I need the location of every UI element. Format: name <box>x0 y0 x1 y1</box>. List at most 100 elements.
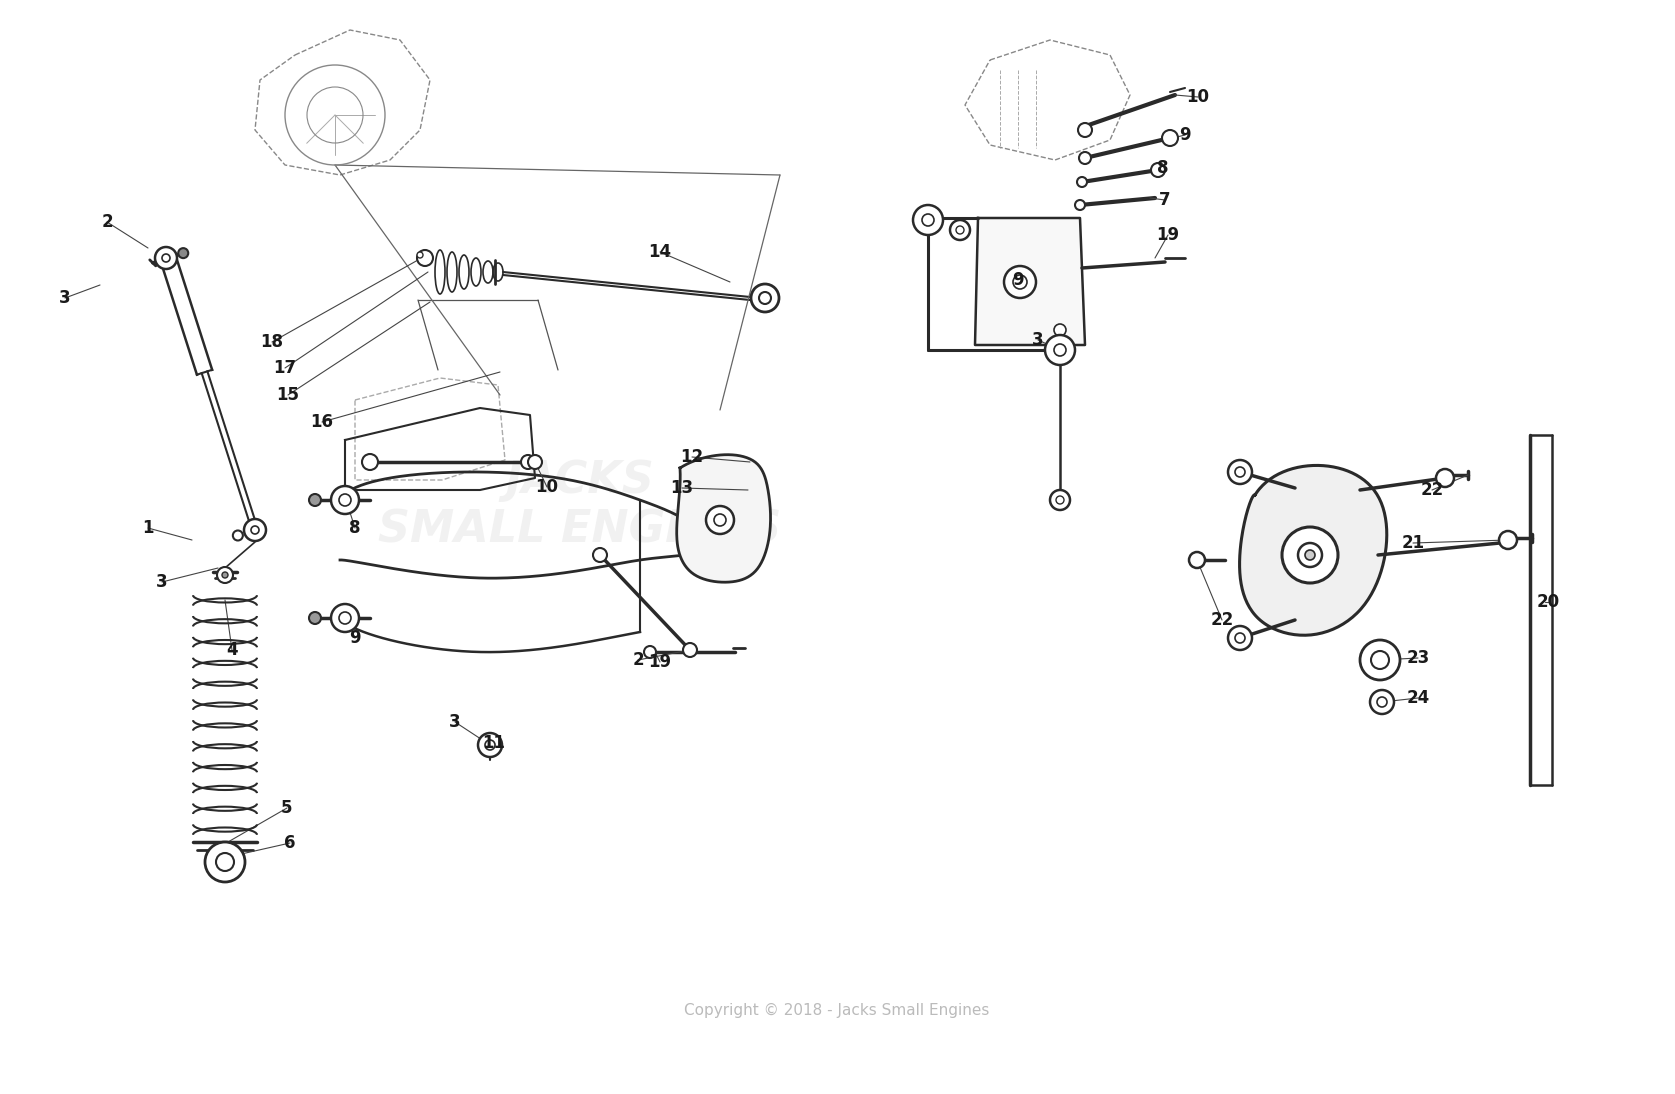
Text: 3: 3 <box>59 289 70 307</box>
Text: 3: 3 <box>1032 331 1044 349</box>
Circle shape <box>913 205 943 235</box>
Circle shape <box>750 284 779 312</box>
Text: 7: 7 <box>1159 191 1171 209</box>
Text: 9: 9 <box>1179 126 1191 144</box>
Text: 23: 23 <box>1407 649 1430 667</box>
Circle shape <box>1050 490 1070 510</box>
Text: 3: 3 <box>449 713 461 731</box>
Circle shape <box>1370 690 1394 714</box>
Polygon shape <box>975 218 1085 345</box>
Circle shape <box>1189 552 1204 568</box>
Polygon shape <box>1240 465 1387 636</box>
Circle shape <box>223 572 228 578</box>
Circle shape <box>216 853 235 871</box>
Circle shape <box>251 526 260 534</box>
Text: 15: 15 <box>276 386 300 404</box>
Circle shape <box>1054 344 1065 356</box>
Circle shape <box>218 567 233 583</box>
Circle shape <box>1054 324 1065 336</box>
Text: Copyright © 2018 - Jacks Small Engines: Copyright © 2018 - Jacks Small Engines <box>685 1002 990 1017</box>
Text: 10: 10 <box>536 478 558 496</box>
Circle shape <box>1075 200 1085 210</box>
Text: 21: 21 <box>1402 534 1424 552</box>
Circle shape <box>1162 130 1178 146</box>
Circle shape <box>477 733 502 757</box>
Circle shape <box>1151 163 1166 177</box>
Text: 24: 24 <box>1407 689 1430 707</box>
Circle shape <box>1077 177 1087 187</box>
Circle shape <box>1079 152 1090 164</box>
Text: 2: 2 <box>100 213 112 231</box>
Circle shape <box>1228 459 1251 484</box>
Circle shape <box>1360 640 1400 680</box>
Text: 17: 17 <box>273 359 296 377</box>
Circle shape <box>308 612 322 624</box>
Circle shape <box>1372 651 1389 670</box>
Circle shape <box>921 214 935 226</box>
Circle shape <box>1003 266 1037 298</box>
Text: 10: 10 <box>1186 88 1209 106</box>
Circle shape <box>162 254 169 261</box>
Circle shape <box>714 514 725 526</box>
Text: 13: 13 <box>670 479 693 497</box>
Circle shape <box>332 604 358 632</box>
Circle shape <box>486 740 496 750</box>
Text: 14: 14 <box>648 243 672 261</box>
Circle shape <box>1234 467 1245 477</box>
Text: 22: 22 <box>1420 481 1444 499</box>
Circle shape <box>1298 543 1322 567</box>
Circle shape <box>528 455 543 469</box>
Circle shape <box>1045 335 1075 365</box>
Circle shape <box>1234 633 1245 643</box>
Text: 19: 19 <box>648 653 672 671</box>
Circle shape <box>417 251 434 266</box>
Text: 16: 16 <box>310 414 333 431</box>
Text: 18: 18 <box>261 333 283 351</box>
Text: 8: 8 <box>350 519 360 537</box>
Text: 1: 1 <box>142 519 154 537</box>
Text: 6: 6 <box>285 834 296 852</box>
Circle shape <box>643 645 657 657</box>
Text: 11: 11 <box>482 734 506 752</box>
Circle shape <box>233 531 243 540</box>
Circle shape <box>156 247 178 269</box>
Circle shape <box>338 612 352 624</box>
Text: 19: 19 <box>1156 226 1179 244</box>
Text: 2: 2 <box>631 651 643 670</box>
Text: 9: 9 <box>1012 271 1023 289</box>
Text: 3: 3 <box>156 573 168 591</box>
Circle shape <box>950 220 970 240</box>
Circle shape <box>1435 469 1454 487</box>
Circle shape <box>332 486 358 514</box>
Circle shape <box>521 455 534 469</box>
Circle shape <box>245 519 266 542</box>
Circle shape <box>683 643 697 657</box>
Circle shape <box>417 252 424 258</box>
Text: 5: 5 <box>281 799 293 817</box>
Circle shape <box>338 494 352 507</box>
Circle shape <box>1228 626 1251 650</box>
Circle shape <box>308 494 322 507</box>
Circle shape <box>1305 550 1315 560</box>
Circle shape <box>705 507 734 534</box>
Circle shape <box>1079 123 1092 137</box>
Circle shape <box>1499 531 1518 549</box>
Circle shape <box>1013 275 1027 289</box>
Circle shape <box>362 454 379 470</box>
Text: 20: 20 <box>1536 593 1559 612</box>
Circle shape <box>178 248 188 258</box>
Text: JACKS
SMALL ENGINES: JACKS SMALL ENGINES <box>379 458 782 551</box>
Circle shape <box>759 292 770 304</box>
Circle shape <box>1281 527 1338 583</box>
Text: 12: 12 <box>680 449 704 466</box>
Text: 8: 8 <box>1157 159 1169 177</box>
Polygon shape <box>677 455 770 582</box>
Text: 22: 22 <box>1211 612 1233 629</box>
Circle shape <box>1377 697 1387 707</box>
Text: 4: 4 <box>226 641 238 659</box>
Circle shape <box>1055 496 1064 504</box>
Circle shape <box>593 548 606 562</box>
Circle shape <box>204 842 245 882</box>
Text: 9: 9 <box>348 629 360 647</box>
Circle shape <box>956 226 965 234</box>
